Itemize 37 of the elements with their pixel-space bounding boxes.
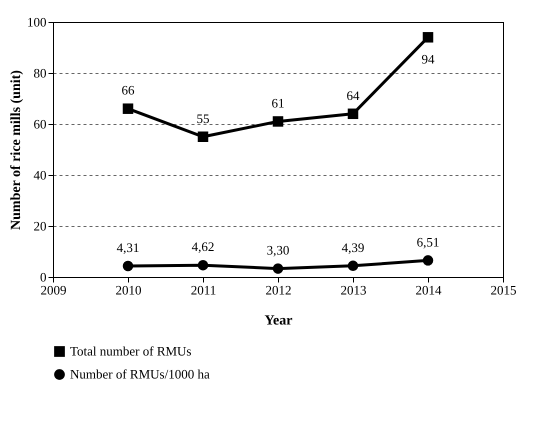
point <box>122 103 134 114</box>
data-label: 94 <box>422 51 435 66</box>
x-tick-label: 2009 <box>40 282 66 298</box>
y-tick-label: 60 <box>34 116 46 132</box>
data-label: 55 <box>196 110 210 126</box>
point <box>272 263 284 274</box>
y-tick-label: 20 <box>34 218 46 234</box>
y-tick-label: 80 <box>34 66 46 80</box>
data-label: 3,30 <box>266 242 290 258</box>
point <box>422 255 434 266</box>
x-tick-label: 2014 <box>416 282 442 298</box>
point <box>422 32 434 43</box>
x-tick-label: 2013 <box>340 282 366 298</box>
data-label: 61 <box>272 95 284 110</box>
y-tick-label: 40 <box>34 168 46 182</box>
x-tick-label: 2010 <box>116 282 142 298</box>
data-label: 4,62 <box>192 239 214 254</box>
x-tick-label: 2015 <box>490 282 516 298</box>
y-tick-label: 100 <box>27 14 46 30</box>
data-label: 66 <box>122 82 135 98</box>
point <box>198 260 208 270</box>
legend-label: Total number of RMUs <box>70 344 192 358</box>
x-tick-label: 2012 <box>266 282 292 298</box>
y-axis-title: Number of rice mills (unit) <box>9 70 24 230</box>
y-tick-label: 0 <box>40 270 46 284</box>
data-label: 64 <box>346 88 360 103</box>
point <box>272 116 284 127</box>
data-label: 4,31 <box>116 240 140 256</box>
point <box>348 260 358 272</box>
legend-label: Number of RMUs/1000 ha <box>70 366 210 382</box>
x-tick-label: 2011 <box>190 282 216 298</box>
point <box>198 132 208 142</box>
point <box>122 260 134 272</box>
x-axis-title: Year <box>264 314 292 328</box>
data-label: 6,51 <box>416 234 440 250</box>
data-label: 4,39 <box>342 240 364 255</box>
point <box>348 108 358 120</box>
